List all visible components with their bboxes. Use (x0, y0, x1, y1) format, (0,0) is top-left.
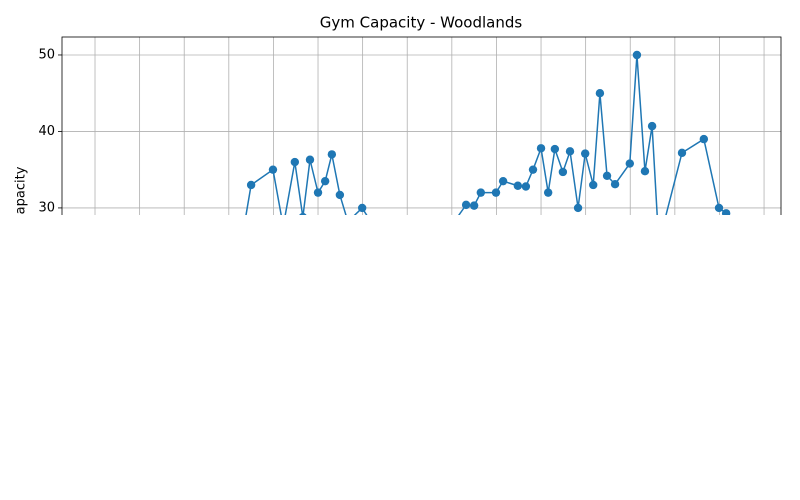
point (528, 165, 538, 174)
y-tick-label: 40 (38, 124, 55, 139)
point (313, 188, 323, 197)
point (543, 188, 553, 197)
point (632, 50, 642, 60)
point (625, 159, 634, 168)
point (602, 171, 612, 181)
point (476, 188, 486, 197)
point (536, 144, 546, 153)
point (677, 148, 687, 158)
point (558, 167, 568, 177)
point (320, 176, 330, 186)
point (640, 167, 650, 176)
point (721, 209, 731, 215)
point (610, 180, 620, 189)
point (731, 256, 739, 264)
y-axis-label: Capacity (14, 166, 29, 223)
y-tick-label: 30 (38, 200, 55, 215)
line (245, 54, 728, 215)
plot-area: Capacity 30 40 50 (14, 36, 782, 288)
point (655, 239, 663, 247)
axes-frame (61, 36, 782, 215)
point (521, 182, 531, 191)
point (461, 200, 471, 210)
point (573, 203, 583, 213)
point (236, 247, 244, 255)
point (647, 121, 657, 131)
point (589, 180, 598, 190)
point (299, 212, 307, 215)
y-tick-label: 50 (38, 47, 55, 62)
point (406, 280, 414, 288)
point (491, 188, 501, 197)
point (714, 203, 724, 213)
point (305, 155, 315, 164)
point (268, 165, 278, 174)
point (335, 190, 345, 200)
point (279, 222, 287, 230)
point (513, 181, 523, 190)
point (580, 149, 590, 158)
point (344, 217, 352, 225)
point (246, 180, 256, 190)
point (357, 203, 367, 213)
point (550, 144, 560, 154)
point (327, 150, 337, 159)
point (565, 147, 575, 156)
point (595, 89, 605, 98)
chart-title: Gym Capacity - Woodlands (320, 14, 523, 32)
point (290, 157, 300, 167)
point (469, 201, 479, 210)
point (699, 134, 709, 144)
point (498, 176, 508, 186)
